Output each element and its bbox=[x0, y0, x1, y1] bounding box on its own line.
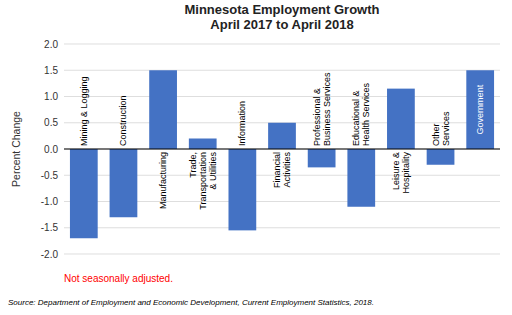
category-label-line: Hospitality bbox=[401, 152, 411, 194]
category-label-line: Services bbox=[441, 111, 451, 146]
category-label-line: Educational & bbox=[351, 90, 361, 146]
y-tick-label: 2.0 bbox=[44, 39, 58, 50]
category-label: FinancialActivities bbox=[272, 152, 292, 189]
y-tick-label: -0.5 bbox=[41, 170, 59, 181]
category-label: Manufacturing bbox=[158, 152, 168, 209]
category-label-line: & Utilities bbox=[208, 152, 218, 190]
bar bbox=[228, 149, 256, 230]
grid-line bbox=[64, 254, 500, 255]
category-label-line: Manufacturing bbox=[158, 152, 168, 209]
y-tick-label: -1.0 bbox=[41, 196, 59, 207]
category-label: OtherServices bbox=[431, 111, 451, 146]
title-line: April 2017 to April 2018 bbox=[210, 17, 353, 32]
category-label: Construction bbox=[118, 95, 128, 146]
category-label-line: Professional & bbox=[312, 88, 322, 146]
bar bbox=[308, 149, 336, 167]
grid-line bbox=[64, 149, 500, 150]
bar bbox=[70, 149, 98, 238]
grid-line bbox=[64, 44, 500, 45]
y-tick-label: 1.0 bbox=[44, 91, 58, 102]
bar bbox=[268, 123, 296, 149]
bar bbox=[387, 89, 415, 149]
source: Source: Department of Employment and Eco… bbox=[8, 298, 374, 307]
category-label: Educational &Health Services bbox=[351, 82, 371, 146]
y-tick-label: 0.5 bbox=[44, 117, 58, 128]
grid bbox=[64, 44, 500, 254]
category-label: Professional &Business Services bbox=[312, 72, 332, 146]
grid-line bbox=[64, 227, 500, 228]
bar bbox=[466, 70, 494, 149]
category-label-line: Trade, bbox=[188, 152, 198, 178]
category-label-line: Health Services bbox=[361, 82, 371, 146]
category-label-line: Financial bbox=[272, 152, 282, 188]
y-tick-label: 0.0 bbox=[44, 144, 58, 155]
category-label-line: Other bbox=[431, 123, 441, 146]
category-label-line: Leisure & bbox=[391, 152, 401, 190]
bar bbox=[189, 139, 217, 150]
category-label-line: Business Services bbox=[322, 72, 332, 146]
bar bbox=[149, 70, 177, 149]
bar bbox=[347, 149, 375, 207]
category-label-line: Transportation bbox=[198, 152, 208, 210]
category-label: Mining & Logging bbox=[79, 76, 89, 146]
bar bbox=[110, 149, 138, 217]
category-label-line: Construction bbox=[118, 95, 128, 146]
y-tick-label: 1.5 bbox=[44, 65, 58, 76]
title-line: Minnesota Employment Growth bbox=[184, 2, 379, 17]
y-axis-label: Percent Change bbox=[10, 111, 22, 187]
y-tick-label: -1.5 bbox=[41, 222, 59, 233]
category-label-line: Information bbox=[237, 101, 247, 146]
category-label: Information bbox=[237, 101, 247, 146]
category-label: Trade,Transportation& Utilities bbox=[188, 152, 218, 210]
zero-line bbox=[64, 149, 500, 150]
chart: Minnesota Employment GrowthApril 2017 to… bbox=[0, 0, 512, 315]
category-label-line: Mining & Logging bbox=[79, 76, 89, 146]
grid-line bbox=[64, 70, 500, 71]
grid-line bbox=[64, 96, 500, 97]
title: Minnesota Employment GrowthApril 2017 to… bbox=[184, 2, 379, 32]
note: Not seasonally adjusted. bbox=[64, 273, 173, 284]
bar bbox=[427, 149, 455, 165]
bars bbox=[70, 70, 494, 238]
category-label: Government bbox=[475, 84, 485, 134]
y-tick-label: -2.0 bbox=[41, 249, 59, 260]
category-label: Leisure &Hospitality bbox=[391, 152, 411, 194]
category-label-line: Activities bbox=[282, 152, 292, 188]
category-label-line: Government bbox=[475, 84, 485, 134]
